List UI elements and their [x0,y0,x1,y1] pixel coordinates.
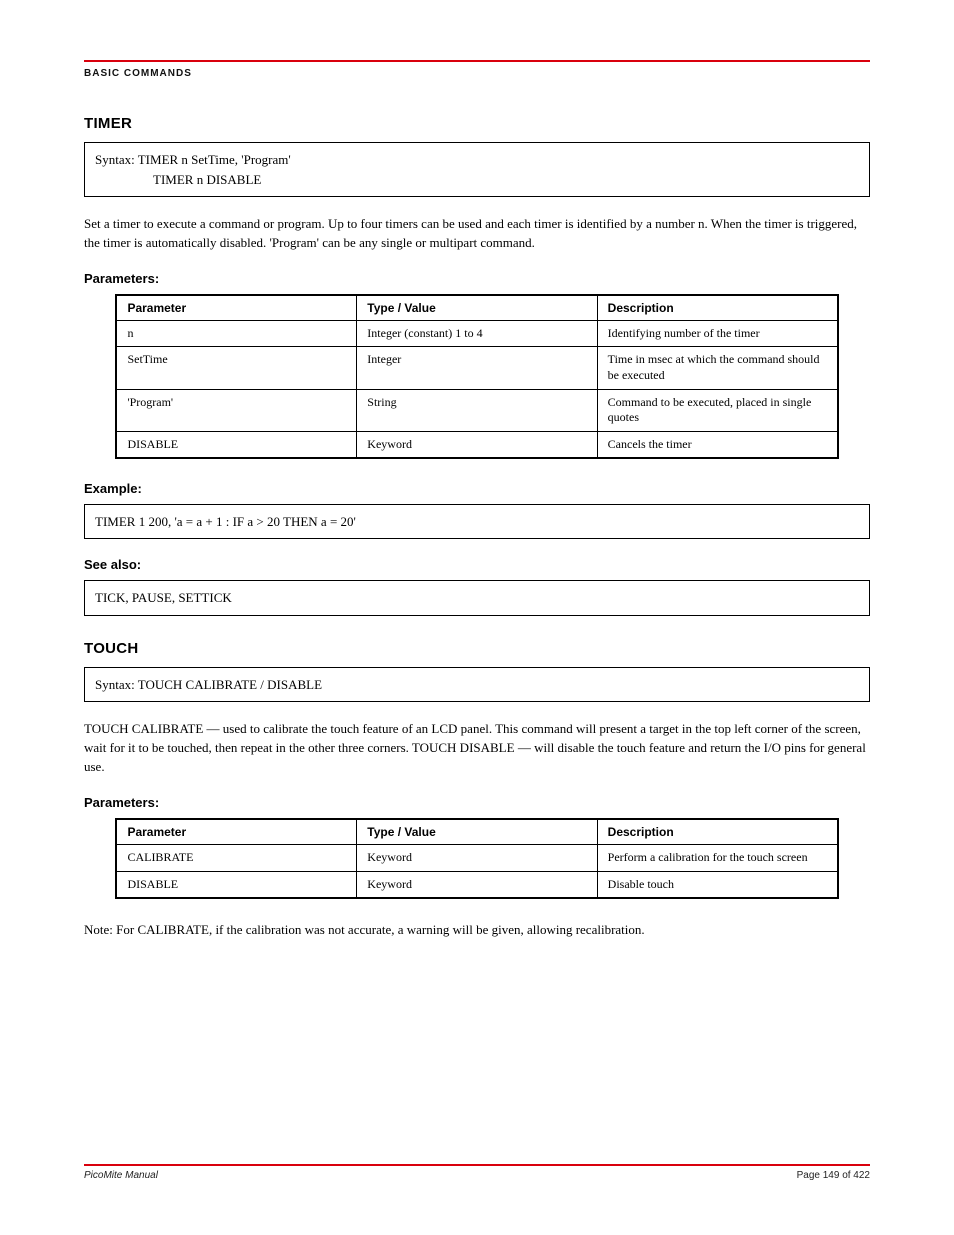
section-title-touch: TOUCH [84,640,870,657]
table-header-row: Parameter Type / Value Description [116,295,837,321]
example-heading: Example: [84,481,870,496]
col-header: Description [597,295,837,321]
col-header: Parameter [116,819,356,845]
syntax-line: TIMER n DISABLE [95,171,859,189]
table-cell: Perform a calibration for the touch scre… [597,844,837,871]
description-timer: Set a timer to execute a command or prog… [84,215,870,253]
table-cell: Disable touch [597,871,837,898]
table-cell: DISABLE [116,871,356,898]
params-table-timer: Parameter Type / Value Description n Int… [115,294,838,459]
table-cell: n [116,320,356,347]
table-cell: Keyword [357,844,597,871]
footer-rule [84,1164,870,1166]
table-cell: String [357,389,597,431]
table-header-row: Parameter Type / Value Description [116,819,837,845]
params-heading: Parameters: [84,795,870,810]
example-box-timer: TIMER 1 200, 'a = a + 1 : IF a > 20 THEN… [84,504,870,540]
params-heading: Parameters: [84,271,870,286]
table-cell: Time in msec at which the command should… [597,347,837,389]
footer-left: PicoMite Manual [84,1170,158,1181]
seealso-box-timer: TICK, PAUSE, SETTICK [84,580,870,616]
table-row: DISABLE Keyword Cancels the timer [116,431,837,458]
seealso-heading: See also: [84,557,870,572]
table-cell: Command to be executed, placed in single… [597,389,837,431]
table-row: n Integer (constant) 1 to 4 Identifying … [116,320,837,347]
table-cell: SetTime [116,347,356,389]
table-row: 'Program' String Command to be executed,… [116,389,837,431]
syntax-box-touch: Syntax: TOUCH CALIBRATE / DISABLE [84,667,870,703]
col-header: Parameter [116,295,356,321]
table-cell: Cancels the timer [597,431,837,458]
table-row: SetTime Integer Time in msec at which th… [116,347,837,389]
table-cell: CALIBRATE [116,844,356,871]
description-touch: TOUCH CALIBRATE — used to calibrate the … [84,720,870,777]
note-touch: Note: For CALIBRATE, if the calibration … [84,921,870,940]
table-row: DISABLE Keyword Disable touch [116,871,837,898]
table-cell: 'Program' [116,389,356,431]
col-header: Type / Value [357,295,597,321]
table-cell: DISABLE [116,431,356,458]
header-rule [84,60,870,62]
syntax-line: Syntax: TIMER n SetTime, 'Program' [95,151,859,169]
col-header: Type / Value [357,819,597,845]
table-cell: Identifying number of the timer [597,320,837,347]
params-table-touch: Parameter Type / Value Description CALIB… [115,818,838,899]
footer-right: Page 149 of 422 [797,1170,870,1181]
page-footer: PicoMite Manual Page 149 of 422 [84,1164,870,1181]
syntax-line: Syntax: TOUCH CALIBRATE / DISABLE [95,676,859,694]
header-label: BASIC COMMANDS [84,68,870,79]
table-row: CALIBRATE Keyword Perform a calibration … [116,844,837,871]
table-cell: Integer (constant) 1 to 4 [357,320,597,347]
table-cell: Keyword [357,431,597,458]
table-cell: Integer [357,347,597,389]
section-title-timer: TIMER [84,115,870,132]
col-header: Description [597,819,837,845]
syntax-box-timer: Syntax: TIMER n SetTime, 'Program' TIMER… [84,142,870,197]
table-cell: Keyword [357,871,597,898]
